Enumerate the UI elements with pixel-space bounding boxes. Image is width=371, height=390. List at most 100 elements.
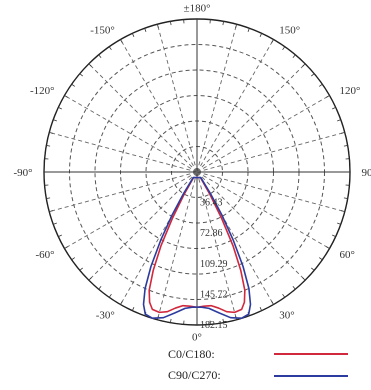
angle-label: 150° <box>279 25 300 37</box>
angle-label: 0° <box>192 331 202 343</box>
outer-tick <box>144 28 147 32</box>
outer-tick <box>343 197 348 199</box>
grid-spoke <box>156 24 198 173</box>
grid-spoke <box>196 171 306 281</box>
outer-tick <box>46 145 51 147</box>
outer-tick <box>131 33 135 37</box>
outer-tick <box>247 28 250 32</box>
legend-label-c90-c270: C90/C270: <box>168 368 221 382</box>
outer-tick <box>108 46 112 51</box>
outer-tick <box>71 257 76 261</box>
angle-label: 30° <box>279 309 294 321</box>
outer-tick <box>318 83 323 87</box>
grid-spoke <box>196 171 238 320</box>
series-line-1 <box>142 176 252 319</box>
outer-tick <box>58 106 62 110</box>
outer-tick <box>235 24 237 29</box>
outer-tick <box>259 33 263 37</box>
grid-spoke <box>196 171 274 305</box>
outer-tick <box>302 63 306 67</box>
angle-label: 120° <box>339 85 360 97</box>
outer-tick <box>170 21 172 26</box>
outer-tick <box>340 132 345 134</box>
outer-tick <box>120 300 123 305</box>
outer-tick <box>311 73 315 77</box>
outer-tick <box>58 234 62 238</box>
outer-tick <box>79 73 83 77</box>
outer-tick <box>282 46 286 51</box>
legend-line-c0-c180 <box>274 353 348 355</box>
angle-label: -30° <box>96 309 115 321</box>
polar-grid <box>43 18 351 326</box>
outer-tick <box>292 54 296 58</box>
angle-label: -150° <box>90 25 115 37</box>
angle-label: 90° <box>361 167 371 179</box>
angle-label: -120° <box>30 85 55 97</box>
grid-spoke <box>196 95 330 173</box>
outer-tick <box>64 246 69 249</box>
outer-tick <box>49 210 54 212</box>
grid-spoke <box>49 131 198 173</box>
grid-spoke <box>120 39 198 173</box>
angle-label: ±180° <box>184 3 211 15</box>
outer-tick <box>332 234 336 238</box>
outer-tick <box>337 222 341 225</box>
radial-tick-label: 182.15 <box>200 320 228 331</box>
outer-tick <box>108 293 112 298</box>
outer-tick <box>325 246 330 249</box>
outer-tick <box>71 83 76 87</box>
angle-label: -60° <box>35 249 54 261</box>
grid-spoke <box>196 171 330 249</box>
radial-tick-label: 109.29 <box>200 259 228 270</box>
outer-tick <box>88 277 92 281</box>
radial-tick-labels: 36.43 72.86 109.29 145.72 182.15 <box>200 198 228 331</box>
series-layer <box>142 176 252 319</box>
angle-labels: 0° 30° 60° 90° 120° 150° ±180° -150° -120° -90° -6… <box>13 3 371 344</box>
legend-entry-c90-c270: C90/C270: <box>168 368 221 383</box>
outer-tick <box>325 95 330 98</box>
outer-tick <box>340 210 345 212</box>
outer-tick <box>157 24 159 29</box>
outer-tick <box>337 119 341 122</box>
radial-tick-label: 72.86 <box>200 228 223 239</box>
grid-spoke <box>64 95 198 173</box>
outer-tick <box>120 39 123 44</box>
radial-tick-label: 36.43 <box>200 198 223 209</box>
outer-tick <box>271 300 274 305</box>
outer-tick <box>332 106 336 110</box>
outer-tick <box>222 318 224 323</box>
grid-spoke <box>156 171 198 320</box>
outer-tick <box>259 307 263 311</box>
grid-spoke <box>196 171 345 213</box>
outer-tick <box>282 293 286 298</box>
outer-tick <box>302 277 306 281</box>
outer-tick <box>271 39 274 44</box>
legend-entry-c0-c180: C0/C180: <box>168 347 215 362</box>
outer-tick <box>222 21 224 26</box>
outer-tick <box>88 63 92 67</box>
grid-spoke <box>49 171 198 213</box>
outer-tick <box>170 318 172 323</box>
outer-tick <box>131 307 135 311</box>
outer-tick <box>292 286 296 290</box>
outer-tick <box>53 222 57 225</box>
angle-label: -90° <box>13 167 32 179</box>
legend-label-c0-c180: C0/C180: <box>168 347 215 361</box>
outer-tick <box>49 132 54 134</box>
grid-spoke <box>88 63 198 173</box>
grid-spoke <box>196 39 274 173</box>
outer-tick <box>64 95 69 98</box>
grid-spoke <box>196 63 306 173</box>
outer-tick <box>311 267 315 271</box>
outer-tick <box>98 54 102 58</box>
grid-spoke <box>64 171 198 249</box>
outer-tick <box>343 145 348 147</box>
grid-spoke <box>196 131 345 173</box>
outer-tick <box>46 197 51 199</box>
radial-tick-label: 145.72 <box>200 289 228 300</box>
grid-spoke <box>120 171 198 305</box>
outer-tick <box>98 286 102 290</box>
outer-tick <box>53 119 57 122</box>
outer-tick <box>318 257 323 261</box>
